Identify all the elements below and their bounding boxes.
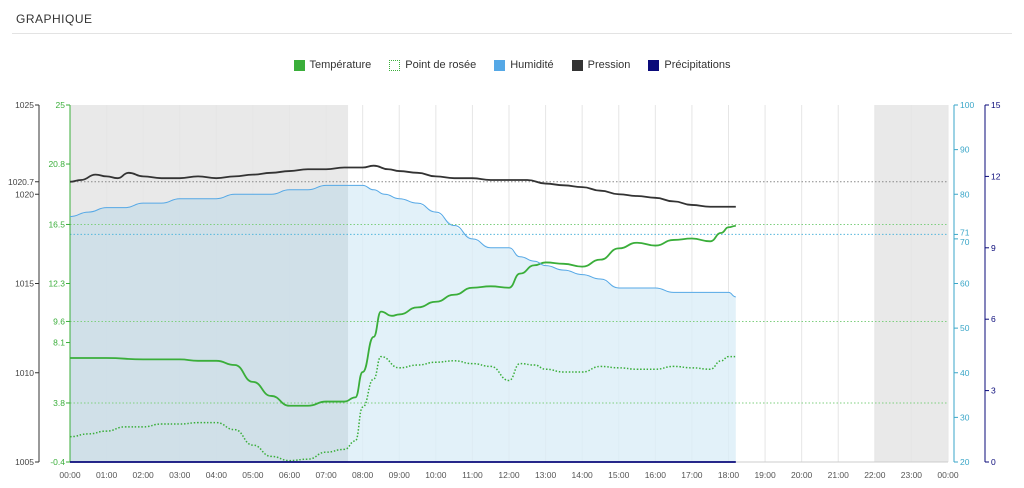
pressure-tick-label: 1010	[15, 368, 34, 378]
legend-swatch-precipitation	[648, 59, 660, 71]
legend-swatch-dew-point	[389, 59, 401, 71]
humidity-tick-label: 71	[960, 227, 970, 237]
title-divider	[12, 33, 1012, 34]
x-tick-label: 02:00	[133, 470, 155, 480]
pressure-tick-label: 1005	[15, 457, 34, 467]
temperature-tick-label: 8.1	[53, 338, 65, 348]
humidity-tick-label: 30	[960, 412, 970, 422]
temperature-tick-label: 20.8	[48, 159, 65, 169]
humidity-tick-label: 70	[960, 237, 970, 247]
temperature-tick-label: 9.6	[53, 316, 65, 326]
chart-legend: Température Point de rosée Humidité Pres…	[0, 59, 1024, 71]
legend-label-dew-point: Point de rosée	[405, 59, 477, 71]
x-tick-label: 18:00	[718, 470, 740, 480]
legend-item-humidity[interactable]: Humidité	[494, 59, 554, 71]
temperature-line	[69, 224, 736, 407]
panel-title: GRAPHIQUE	[16, 12, 93, 26]
x-tick-label: 14:00	[572, 470, 594, 480]
temperature-tick-label: 12.3	[48, 279, 65, 289]
humidity-tick-label: 40	[960, 368, 970, 378]
x-tick-label: 05:00	[242, 470, 264, 480]
precipitation-tick-label: 0	[991, 457, 996, 467]
pressure-line	[69, 164, 736, 208]
x-tick-label: 10:00	[425, 470, 447, 480]
humidity-tick-label: 50	[960, 323, 970, 333]
x-tick-label: 19:00	[754, 470, 776, 480]
x-tick-label: 12:00	[498, 470, 520, 480]
pressure-tick-label: 1025	[15, 100, 34, 110]
legend-label-pressure: Pression	[587, 59, 631, 71]
precipitation-tick-label: 15	[991, 100, 1001, 110]
humidity-tick-label: 60	[960, 279, 970, 289]
x-tick-label: 11:00	[462, 470, 483, 480]
temperature-tick-label: 25	[56, 100, 66, 110]
pressure-tick-label: 1015	[15, 279, 34, 289]
x-tick-label: 03:00	[169, 470, 191, 480]
x-tick-label: 01:00	[96, 470, 118, 480]
x-tick-label: 21:00	[828, 470, 850, 480]
legend-item-dew-point[interactable]: Point de rosée	[389, 59, 476, 71]
humidity-area-night	[70, 185, 349, 462]
dew-point-line	[69, 355, 736, 462]
legend-label-precipitation: Précipitations	[664, 59, 731, 71]
x-tick-label: 22:00	[864, 470, 886, 480]
precipitation-tick-label: 12	[991, 171, 1001, 181]
precipitation-tick-label: 3	[991, 386, 996, 396]
x-tick-label: 00:00	[937, 470, 959, 480]
legend-swatch-temperature	[293, 59, 305, 71]
legend-label-temperature: Température	[309, 59, 372, 71]
x-tick-label: 04:00	[206, 470, 228, 480]
temperature-tick-label: 3.8	[53, 398, 65, 408]
legend-item-precipitation[interactable]: Précipitations	[648, 59, 730, 71]
pressure-tick-label: 1020.7	[8, 177, 34, 187]
humidity-tick-label: 20	[960, 457, 970, 467]
precipitation-tick-label: 6	[991, 314, 996, 324]
legend-swatch-humidity	[494, 59, 506, 71]
x-tick-label: 23:00	[901, 470, 923, 480]
x-tick-label: 16:00	[645, 470, 667, 480]
x-tick-label: 07:00	[315, 470, 337, 480]
x-tick-label: 09:00	[389, 470, 411, 480]
temperature-tick-label: 16.5	[48, 219, 65, 229]
legend-item-temperature[interactable]: Température	[293, 59, 372, 71]
humidity-tick-label: 90	[960, 145, 970, 155]
precipitation-tick-label: 9	[991, 243, 996, 253]
pressure-tick-label: 1020	[15, 189, 34, 199]
legend-item-pressure[interactable]: Pression	[571, 59, 631, 71]
x-tick-label: 20:00	[791, 470, 813, 480]
x-tick-label: 17:00	[681, 470, 703, 480]
x-tick-label: 13:00	[535, 470, 557, 480]
x-tick-label: 08:00	[352, 470, 374, 480]
temperature-tick-label: -0.4	[50, 457, 65, 467]
x-tick-label: 00:00	[59, 470, 81, 480]
legend-swatch-pressure	[571, 59, 583, 71]
humidity-line	[69, 184, 736, 298]
humidity-tick-label: 80	[960, 189, 970, 199]
x-tick-label: 06:00	[279, 470, 301, 480]
humidity-tick-label: 100	[960, 100, 974, 110]
legend-label-humidity: Humidité	[510, 59, 554, 71]
x-tick-label: 15:00	[608, 470, 630, 480]
